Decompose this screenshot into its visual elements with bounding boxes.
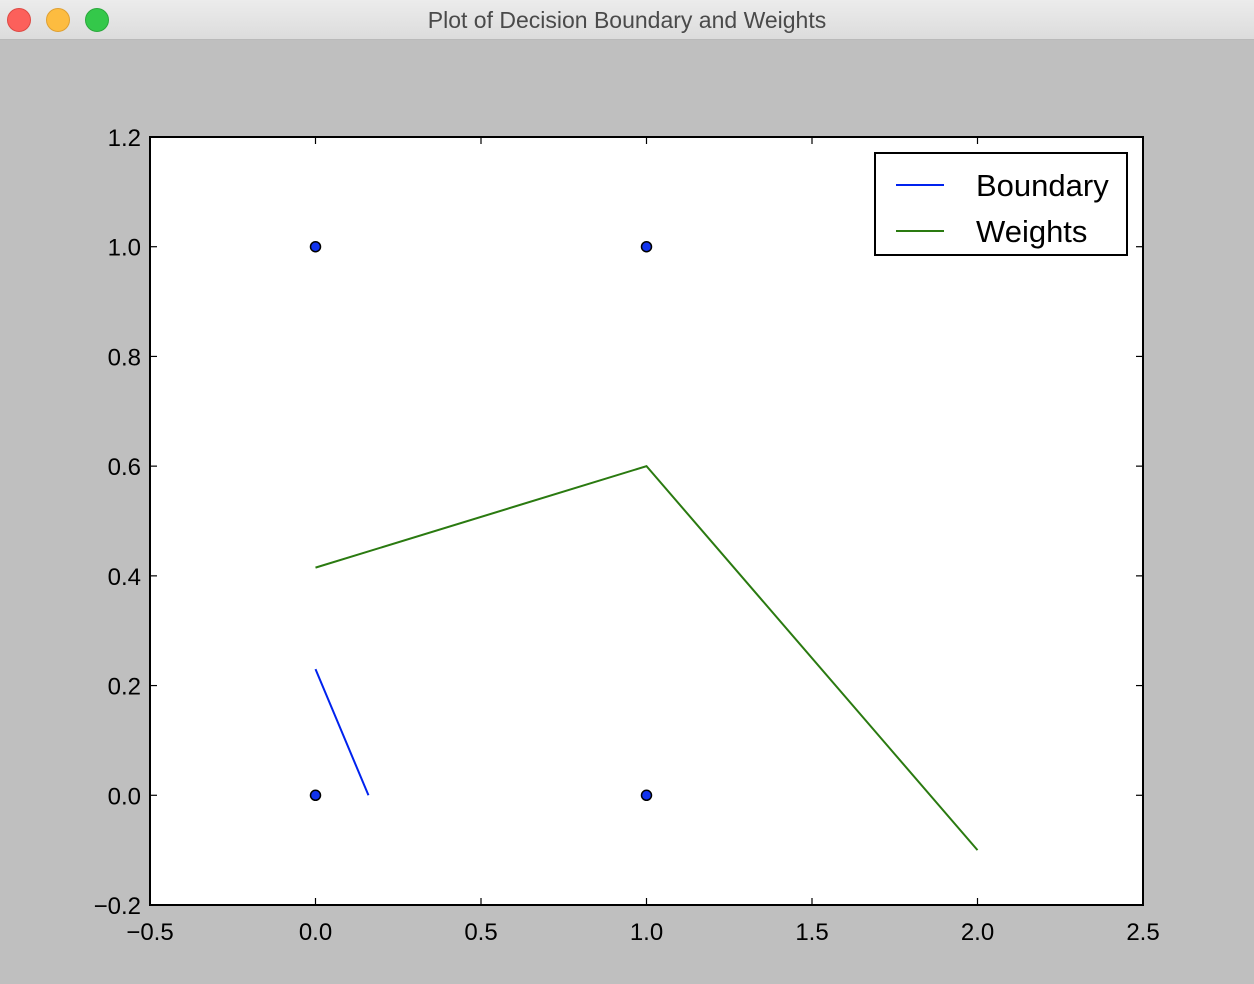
- title-bar[interactable]: Plot of Decision Boundary and Weights: [0, 0, 1254, 40]
- legend: Boundary Weights: [874, 152, 1128, 256]
- axes-background: [150, 137, 1143, 905]
- scatter-points: [309, 240, 653, 802]
- x-tick-label: −0.5: [126, 919, 173, 946]
- y-tick-label: 1.2: [108, 125, 141, 152]
- axes-frame: [149, 136, 1144, 906]
- y-tick-label: 0.6: [108, 454, 141, 481]
- series-line-weights: [315, 464, 979, 851]
- series-line-boundary: [314, 668, 370, 796]
- x-tick-label: 2.5: [1126, 919, 1159, 946]
- data-point: [640, 240, 653, 253]
- data-point: [640, 789, 653, 802]
- x-tick-label: 0.0: [299, 919, 332, 946]
- y-tick-label: 0.0: [108, 783, 141, 810]
- window-title: Plot of Decision Boundary and Weights: [427, 7, 827, 33]
- y-tick-label: −0.2: [94, 893, 141, 920]
- y-tick-label: 0.8: [108, 344, 141, 371]
- legend-label-boundary: Boundary: [976, 168, 1109, 203]
- axis-ticks: −0.5 0.0 0.5 1.0 1.5 2.0 2.5 −0.2 0.0 0.2 0.4 0.6 0.…: [94, 125, 1160, 946]
- legend-label-weights: Weights: [976, 214, 1087, 249]
- x-tick-label: 1.0: [630, 919, 663, 946]
- x-tick-label: 1.5: [795, 919, 828, 946]
- legend-box: [874, 152, 1128, 256]
- minimize-window-button[interactable]: [46, 8, 70, 32]
- x-tick-label: 0.5: [464, 919, 497, 946]
- y-tick-label: 0.4: [108, 564, 141, 591]
- y-tick-label: 0.2: [108, 674, 141, 701]
- close-window-button[interactable]: [7, 8, 31, 32]
- x-tick-label: 2.0: [961, 919, 994, 946]
- data-point: [309, 789, 322, 802]
- zoom-window-button[interactable]: [85, 8, 109, 32]
- y-tick-label: 1.0: [108, 235, 141, 262]
- series-lines: [314, 464, 979, 851]
- data-point: [309, 240, 322, 253]
